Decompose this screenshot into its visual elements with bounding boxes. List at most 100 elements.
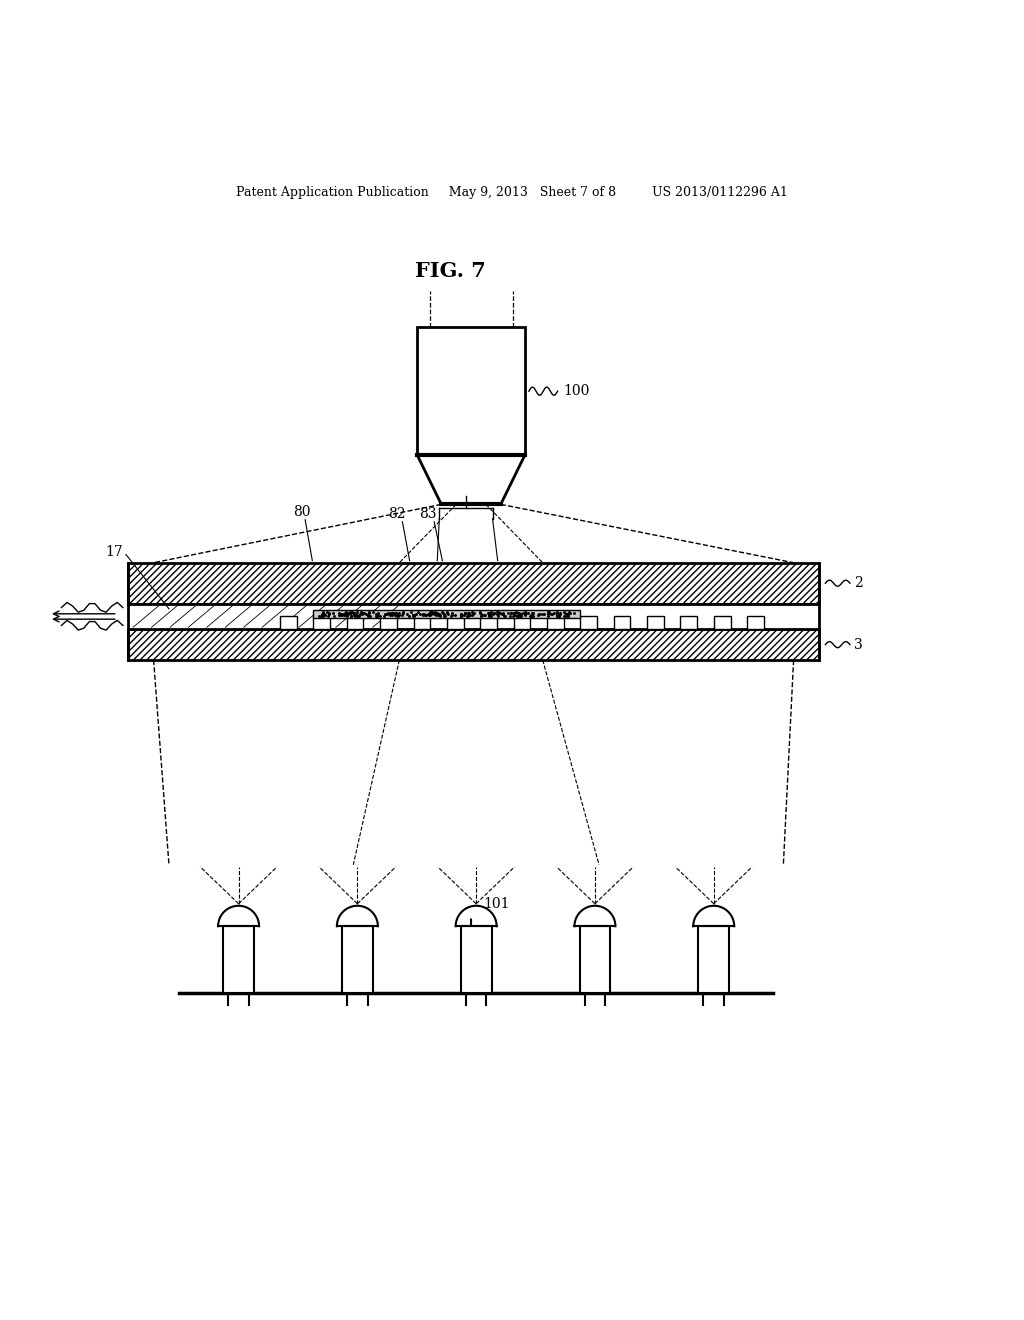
Point xyxy=(422,605,438,626)
Point xyxy=(418,605,434,626)
Point xyxy=(426,603,442,624)
Bar xyxy=(580,927,610,993)
Point xyxy=(406,606,422,627)
Point xyxy=(358,605,375,626)
Point xyxy=(422,602,438,623)
Point xyxy=(495,603,511,624)
Point xyxy=(377,603,393,624)
Point xyxy=(511,603,527,624)
Point xyxy=(523,605,540,626)
Point xyxy=(454,603,470,624)
Point xyxy=(461,602,477,623)
Point xyxy=(430,605,446,626)
Point xyxy=(471,602,487,623)
Point xyxy=(473,605,489,626)
Point xyxy=(446,605,463,626)
Point xyxy=(351,606,368,627)
Point xyxy=(512,605,528,626)
Point xyxy=(425,602,441,623)
Point xyxy=(503,602,519,623)
Point xyxy=(353,603,370,624)
Point xyxy=(331,602,347,623)
Point xyxy=(477,605,494,626)
Point xyxy=(369,606,385,627)
Point xyxy=(530,605,547,626)
Point xyxy=(476,605,493,626)
Point xyxy=(382,603,398,624)
Point xyxy=(432,606,449,627)
Text: 81: 81 xyxy=(465,477,483,490)
Point xyxy=(462,605,478,626)
Bar xyxy=(748,616,764,630)
Point xyxy=(534,603,550,624)
Point xyxy=(382,605,398,626)
Point xyxy=(541,602,557,623)
Bar xyxy=(647,616,664,630)
Point xyxy=(424,602,440,623)
Point xyxy=(523,605,540,626)
Text: 101: 101 xyxy=(483,898,510,911)
Point xyxy=(437,605,454,626)
Point xyxy=(341,602,357,623)
Point xyxy=(480,602,497,623)
Point xyxy=(551,606,567,627)
Point xyxy=(334,605,350,626)
Text: FIG. 7: FIG. 7 xyxy=(415,261,486,281)
Bar xyxy=(714,616,730,630)
Point xyxy=(549,605,565,626)
Point xyxy=(485,602,502,623)
Point xyxy=(319,602,336,623)
Point xyxy=(352,603,369,624)
Point xyxy=(510,606,526,627)
Point xyxy=(355,603,372,624)
Point xyxy=(415,605,431,626)
Bar xyxy=(313,616,330,630)
Point xyxy=(443,605,460,626)
Point xyxy=(540,602,556,623)
Point xyxy=(343,602,359,623)
Point xyxy=(391,602,408,623)
Point xyxy=(395,602,412,623)
Point xyxy=(524,605,541,626)
Point xyxy=(529,605,546,626)
Point xyxy=(387,605,403,626)
Point xyxy=(349,602,366,623)
Point xyxy=(566,602,583,623)
Bar xyxy=(514,616,530,630)
Point xyxy=(345,603,361,624)
Point xyxy=(432,605,449,626)
Point xyxy=(485,602,502,623)
Point xyxy=(505,606,521,627)
Bar xyxy=(313,610,580,618)
Point xyxy=(365,602,381,623)
Point xyxy=(378,603,394,624)
Point xyxy=(436,606,453,627)
Point xyxy=(464,605,480,626)
Point xyxy=(430,603,446,624)
Point xyxy=(443,603,460,624)
Point xyxy=(340,603,356,624)
Point xyxy=(481,603,498,624)
Point xyxy=(342,606,358,627)
Point xyxy=(423,602,439,623)
Point xyxy=(313,606,330,627)
Point xyxy=(480,606,497,627)
Point xyxy=(517,605,534,626)
Point xyxy=(517,605,534,626)
Point xyxy=(551,606,567,627)
Point xyxy=(435,603,452,624)
Point xyxy=(372,605,388,626)
Point xyxy=(394,602,411,623)
Point xyxy=(517,602,534,623)
Point xyxy=(484,603,501,624)
Text: 80: 80 xyxy=(293,504,311,519)
Point xyxy=(442,606,459,627)
Point xyxy=(315,602,332,623)
Point xyxy=(543,603,559,624)
Point xyxy=(483,602,500,623)
Bar xyxy=(585,603,819,630)
Bar xyxy=(461,927,492,993)
Point xyxy=(456,605,472,626)
Bar xyxy=(480,616,497,630)
Point xyxy=(376,606,392,627)
